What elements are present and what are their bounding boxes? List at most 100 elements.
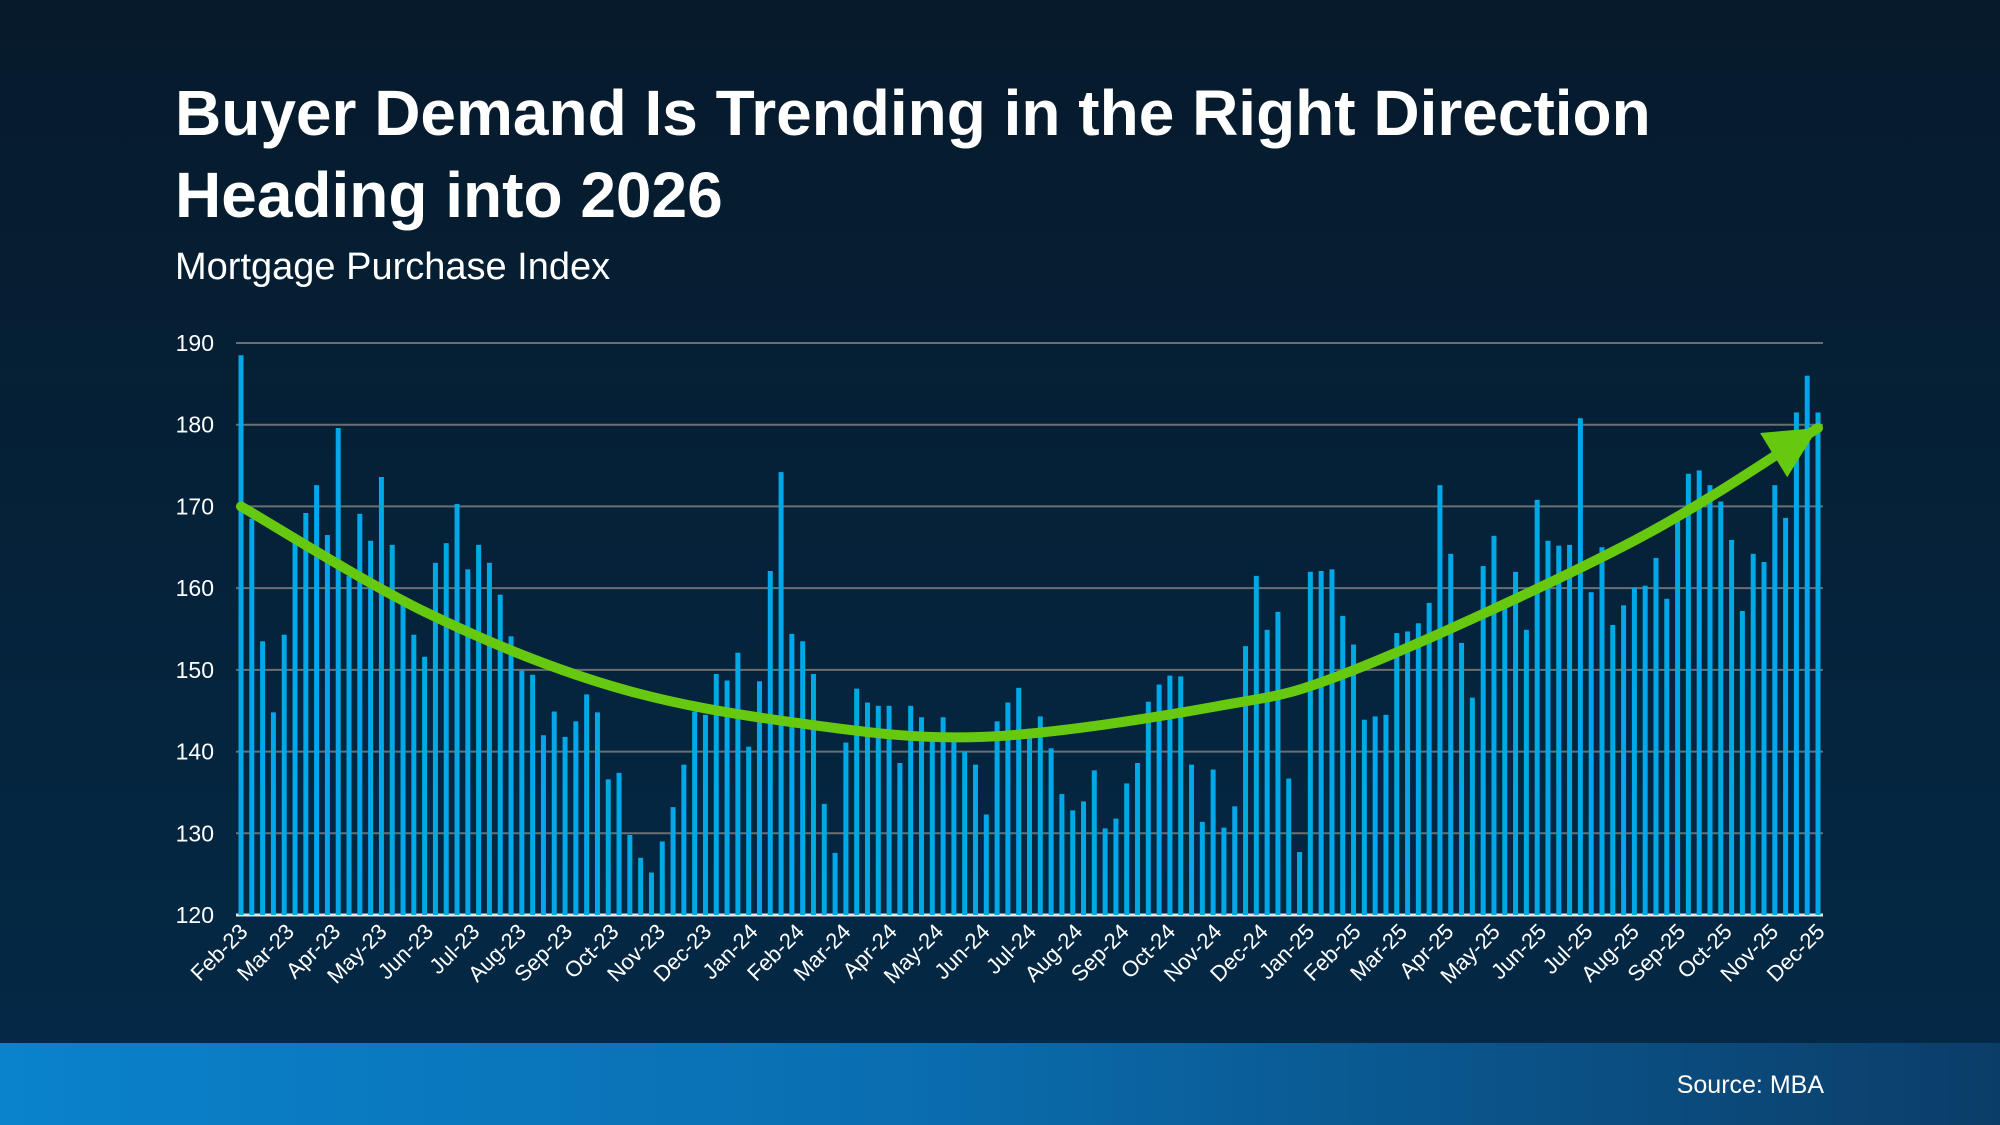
bar — [1534, 499, 1540, 915]
bar — [972, 764, 978, 915]
bar — [1232, 806, 1238, 915]
bar — [1361, 719, 1367, 915]
bar — [378, 477, 384, 915]
bar — [1264, 629, 1270, 915]
bar — [1599, 547, 1605, 915]
bar — [1275, 611, 1281, 915]
source-label: Source: MBA — [1676, 1071, 1824, 1099]
bar — [875, 705, 881, 915]
bar — [1588, 592, 1594, 915]
bar — [810, 673, 816, 915]
bar — [767, 570, 773, 915]
bar — [584, 694, 590, 915]
bar — [260, 641, 266, 915]
bar — [1383, 714, 1389, 915]
bar — [962, 751, 968, 915]
bar — [1372, 716, 1378, 915]
bar — [249, 518, 255, 915]
bar — [1577, 418, 1583, 915]
bar — [1631, 587, 1637, 915]
bar — [508, 636, 514, 915]
bar — [1696, 470, 1702, 915]
bar — [918, 717, 924, 915]
y-tick-label: 190 — [176, 330, 214, 356]
bar — [324, 535, 330, 915]
bar — [1772, 485, 1778, 915]
bar — [594, 712, 600, 915]
bar — [1718, 501, 1724, 915]
bar — [1005, 702, 1011, 915]
bar — [1610, 624, 1616, 915]
bar — [422, 656, 428, 915]
bar — [1448, 553, 1454, 915]
bar — [1502, 606, 1508, 915]
bar — [605, 779, 611, 915]
bar — [1048, 748, 1054, 915]
bar — [346, 575, 352, 915]
y-tick-label: 180 — [176, 412, 214, 438]
trend-arrow — [236, 422, 1823, 743]
bar — [411, 634, 417, 915]
bar — [368, 540, 374, 915]
y-tick-label: 140 — [176, 739, 214, 765]
bar — [314, 485, 320, 915]
bar — [1739, 611, 1745, 915]
arrowhead-icon — [1760, 427, 1818, 478]
bar — [1621, 605, 1627, 915]
bar — [465, 569, 471, 915]
trend-curve — [236, 422, 1823, 743]
bar — [1329, 569, 1335, 915]
bar — [1145, 701, 1151, 915]
bar — [1351, 644, 1357, 915]
bar — [929, 740, 935, 915]
bar — [1567, 544, 1573, 915]
bar — [292, 539, 298, 915]
bar — [1653, 557, 1659, 915]
bar — [1307, 571, 1313, 915]
bar — [843, 742, 849, 915]
bar — [897, 763, 903, 915]
bar — [1426, 602, 1432, 915]
bar — [1210, 769, 1216, 915]
bar — [1340, 615, 1346, 915]
bar — [864, 702, 870, 915]
bar — [746, 746, 752, 915]
bar — [1556, 545, 1562, 915]
bar — [1286, 778, 1292, 915]
bar — [1804, 375, 1810, 916]
bar — [1027, 728, 1032, 915]
bar — [659, 841, 665, 915]
bar — [1059, 794, 1065, 915]
bar — [238, 355, 244, 915]
bar — [551, 711, 557, 915]
y-tick-label: 170 — [176, 493, 214, 519]
bar — [573, 721, 579, 915]
bar — [1437, 485, 1443, 915]
bar — [476, 544, 482, 915]
bar — [432, 562, 438, 915]
bar — [1318, 570, 1324, 915]
y-tick-label: 160 — [176, 575, 214, 601]
chart-subtitle: Mortgage Purchase Index — [175, 246, 611, 288]
bars — [238, 355, 1821, 916]
bar — [1070, 810, 1076, 915]
bar — [1297, 852, 1303, 915]
bar — [357, 513, 363, 915]
bar — [1480, 566, 1486, 915]
bar — [681, 764, 687, 915]
bar — [702, 714, 708, 915]
y-tick-label: 130 — [176, 820, 214, 846]
footer-band: Source: MBA — [0, 1043, 2000, 1125]
bar — [1491, 535, 1497, 915]
bar — [530, 674, 536, 915]
bar — [1729, 539, 1735, 915]
bar — [638, 857, 644, 915]
bar — [540, 735, 546, 915]
y-axis-labels: 120 130 140 150 160 170 180 190 — [176, 330, 214, 928]
bar — [994, 721, 1000, 915]
bar — [908, 705, 914, 915]
bar — [303, 512, 309, 915]
bar — [1102, 828, 1108, 915]
bar — [1459, 642, 1465, 915]
bar — [270, 712, 276, 915]
